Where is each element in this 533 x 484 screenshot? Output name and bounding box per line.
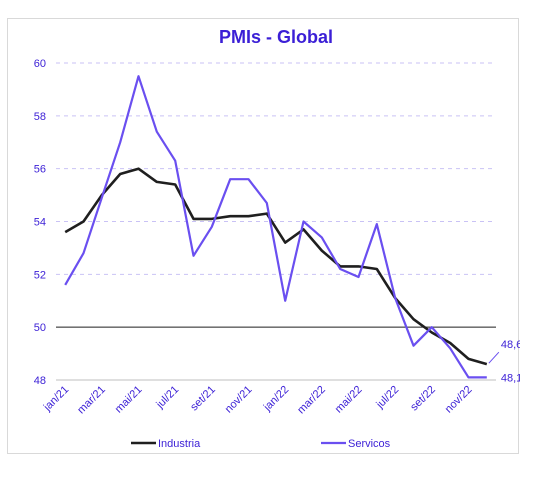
y-axis: 48 50 52 54 56 58 60 — [34, 58, 46, 387]
x-tick-label: jan/22 — [261, 384, 291, 414]
x-tick-label: nov/21 — [223, 384, 255, 416]
y-tick-label: 48 — [34, 375, 46, 387]
legend-label-industria: Industria — [158, 438, 201, 450]
x-tick-label: mai/22 — [333, 384, 365, 416]
end-labels: 48,6 48,1 — [488, 339, 522, 384]
legend-label-servicos: Servicos — [348, 438, 391, 450]
x-tick-label: set/21 — [188, 384, 218, 414]
x-tick-label: jan/21 — [41, 384, 71, 414]
end-label-leader — [488, 351, 500, 364]
x-tick-label: jul/22 — [374, 384, 402, 412]
y-tick-label: 60 — [34, 58, 46, 70]
x-tick-label: mai/21 — [113, 384, 145, 416]
end-label-industria: 48,6 — [501, 339, 520, 351]
y-tick-label: 54 — [34, 217, 46, 229]
series-line-industria — [64, 167, 488, 366]
end-label-servicos: 48,1 — [501, 372, 520, 384]
series-group — [64, 75, 488, 379]
y-tick-label: 50 — [34, 322, 46, 334]
y-tick-label: 56 — [34, 164, 46, 176]
chart-title: PMIs - Global — [219, 27, 333, 47]
x-tick-label: mar/21 — [75, 384, 108, 417]
x-tick-label: nov/22 — [443, 384, 475, 416]
y-tick-label: 58 — [34, 111, 46, 123]
x-tick-label: jul/21 — [154, 384, 182, 412]
legend: Industria Servicos — [131, 438, 391, 450]
y-tick-label: 52 — [34, 269, 46, 281]
x-tick-label: set/22 — [408, 384, 438, 414]
x-axis: jan/21 mar/21 mai/21 jul/21 set/21 nov/21 jan/… — [41, 379, 496, 417]
chart-frame: PMIs - Global 48 50 52 54 56 58 60 jan/21 mar/2… — [7, 18, 523, 454]
series-line-servicos — [64, 75, 487, 379]
x-tick-label: mar/22 — [295, 384, 328, 417]
grid-lines — [56, 62, 496, 328]
